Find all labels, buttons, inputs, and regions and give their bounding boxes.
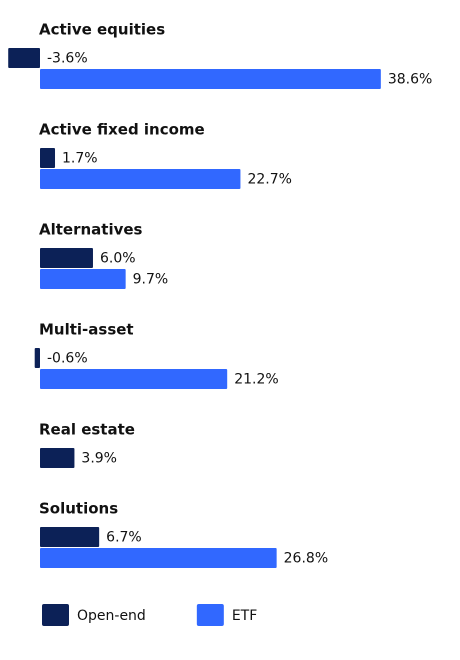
bar xyxy=(40,148,56,168)
bar xyxy=(40,269,126,289)
value-label: 6.0% xyxy=(100,251,136,267)
category-label: Multi-asset xyxy=(39,321,134,339)
category-label: Active equities xyxy=(39,21,165,39)
value-label: 1.7% xyxy=(62,151,98,167)
value-label: -0.6% xyxy=(47,351,88,367)
value-label: 38.6% xyxy=(388,72,432,88)
bar xyxy=(40,369,228,389)
bar xyxy=(40,248,93,268)
value-label: 26.8% xyxy=(284,551,328,567)
category-label: Active fixed income xyxy=(39,121,205,139)
bar xyxy=(34,348,40,368)
value-label: 21.2% xyxy=(234,372,278,388)
value-label: -3.6% xyxy=(47,51,88,67)
bar xyxy=(40,448,75,468)
category-label: Real estate xyxy=(39,421,135,439)
bar xyxy=(8,48,40,68)
category-label: Solutions xyxy=(39,500,118,518)
bar xyxy=(40,527,100,547)
legend-label: Open-end xyxy=(77,608,146,624)
category-label: Alternatives xyxy=(39,221,143,239)
value-label: 22.7% xyxy=(247,172,291,188)
legend-swatch xyxy=(42,604,69,626)
bar xyxy=(40,548,277,568)
value-label: 3.9% xyxy=(81,451,117,467)
value-label: 9.7% xyxy=(133,272,169,288)
bar xyxy=(40,69,381,89)
bar xyxy=(40,169,241,189)
value-label: 6.7% xyxy=(106,530,142,546)
legend-swatch xyxy=(196,604,224,626)
legend-label: ETF xyxy=(232,608,257,624)
